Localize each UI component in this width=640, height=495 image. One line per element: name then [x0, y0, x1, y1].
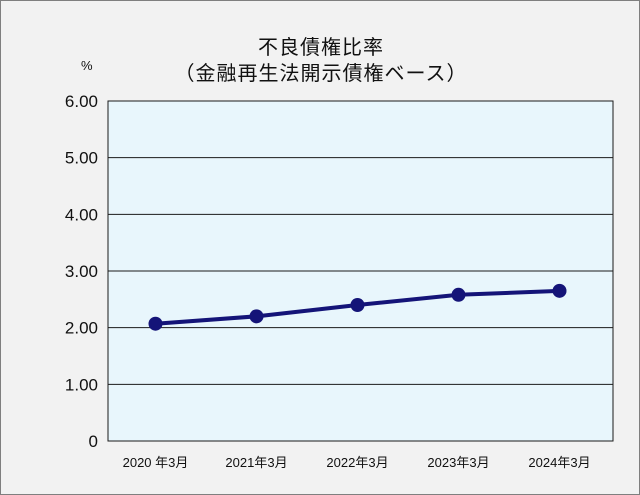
y-tick-label: 4.00	[65, 205, 98, 224]
chart-title: 不良債権比率	[258, 37, 384, 59]
data-point	[451, 287, 466, 302]
x-tick-label: 2020 年3月	[123, 455, 189, 470]
y-tick-label: 2.00	[65, 319, 98, 338]
y-tick-label: 5.00	[65, 149, 98, 168]
x-tick-label: 2022年3月	[326, 455, 388, 470]
data-point	[552, 283, 567, 298]
data-point	[148, 316, 163, 331]
data-point	[350, 298, 365, 312]
chart-subtitle: （金融再生法開示債権ベース）	[174, 63, 468, 85]
y-tick-label: 1.00	[65, 375, 98, 394]
x-tick-label: 2023年3月	[427, 455, 489, 470]
y-tick-label: 0	[89, 432, 98, 451]
x-tick-label: 2024年3月	[528, 455, 590, 470]
plot-border	[107, 100, 614, 442]
y-axis-unit: %	[81, 58, 93, 73]
y-tick-label: 3.00	[65, 262, 98, 281]
data-point	[249, 309, 264, 324]
x-tick-label: 2021年3月	[225, 455, 287, 470]
y-tick-label: 6.00	[65, 92, 98, 111]
